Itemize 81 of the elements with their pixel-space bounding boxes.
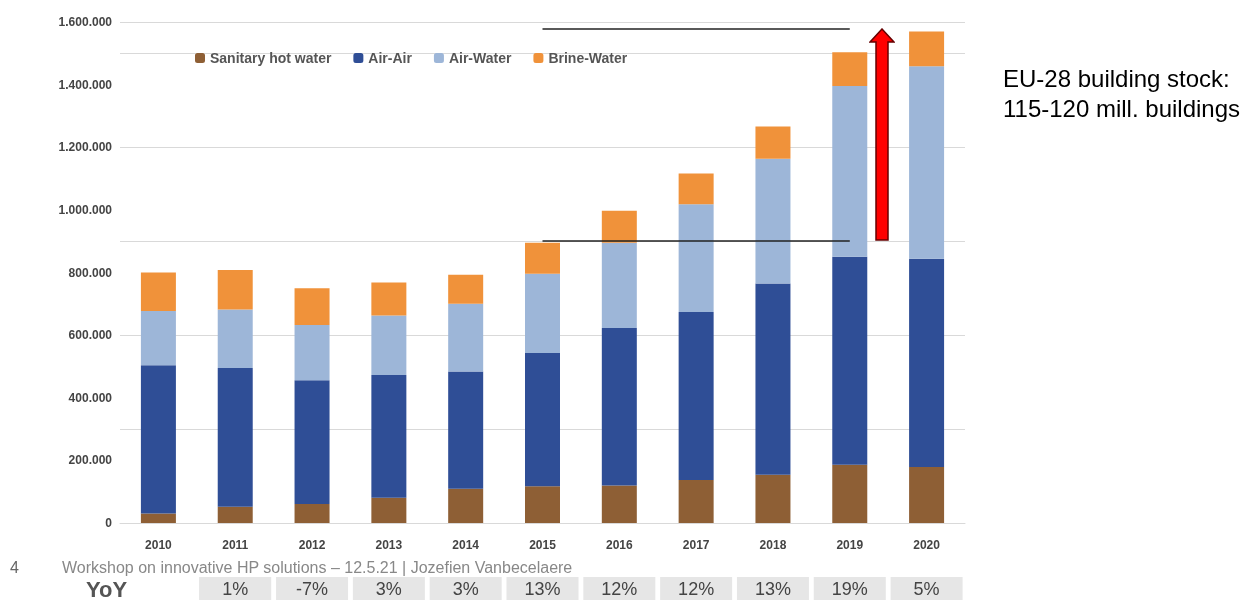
bar bbox=[448, 488, 484, 523]
bar bbox=[678, 204, 714, 312]
legend-label: Air-Air bbox=[368, 50, 413, 66]
text: 12% bbox=[678, 579, 715, 599]
bar bbox=[448, 274, 484, 304]
text: Workshop on innovative HP solutions – 12.5.21 | Jozefien Vanbecelaere bbox=[62, 558, 573, 576]
bar bbox=[525, 352, 560, 487]
bar bbox=[140, 272, 176, 312]
text: 4 bbox=[10, 558, 19, 576]
bar bbox=[678, 480, 714, 523]
bar bbox=[371, 497, 407, 523]
bar bbox=[909, 466, 945, 523]
legend-label: Air-Water bbox=[448, 50, 512, 66]
bar bbox=[755, 474, 791, 523]
bar bbox=[448, 303, 484, 372]
x-tick-label: 2015 bbox=[529, 538, 557, 552]
bar bbox=[140, 513, 176, 523]
bar bbox=[678, 173, 714, 205]
y-tick-label: 800.000 bbox=[68, 265, 113, 280]
x-tick-label: 2013 bbox=[375, 538, 403, 552]
text: YoY bbox=[86, 576, 128, 600]
bar bbox=[140, 365, 176, 514]
bar bbox=[755, 283, 791, 475]
bar bbox=[601, 242, 637, 328]
x-tick-label: 2019 bbox=[836, 538, 864, 552]
x-tick-label: 2014 bbox=[452, 538, 480, 552]
x-tick-label: 2010 bbox=[145, 538, 173, 552]
y-tick-label: 1.400.000 bbox=[58, 77, 113, 92]
text: 13% bbox=[524, 579, 561, 599]
bar bbox=[601, 210, 637, 243]
legend-label: Sanitary hot water bbox=[210, 50, 332, 66]
text: 1% bbox=[222, 579, 249, 599]
x-tick-label: 2012 bbox=[298, 538, 326, 552]
x-tick-label: 2016 bbox=[605, 538, 633, 552]
y-tick-label: 1.600.000 bbox=[58, 15, 113, 29]
y-tick-label: 1.200.000 bbox=[58, 140, 113, 155]
y-tick-label: 200.000 bbox=[68, 453, 113, 468]
text: 3% bbox=[452, 579, 479, 599]
bar bbox=[909, 258, 945, 467]
bar bbox=[755, 126, 791, 159]
bar bbox=[909, 31, 945, 67]
x-tick-label: 2018 bbox=[759, 538, 787, 552]
text: -7% bbox=[296, 579, 329, 599]
x-tick-label: 2017 bbox=[682, 538, 710, 552]
y-tick-label: 600.000 bbox=[68, 328, 113, 343]
text: 19% bbox=[831, 579, 868, 599]
bar bbox=[217, 506, 253, 523]
bar bbox=[832, 52, 868, 86]
bar bbox=[217, 270, 253, 310]
text: EU-28 building stock: 115-120 mill. buildings bbox=[1003, 64, 1242, 124]
bar bbox=[832, 256, 868, 465]
text: 13% bbox=[754, 579, 791, 599]
bar bbox=[601, 327, 637, 486]
y-tick-label: 400.000 bbox=[68, 390, 113, 405]
text: 12% bbox=[601, 579, 638, 599]
bar bbox=[294, 325, 330, 381]
bar bbox=[294, 380, 330, 504]
bar bbox=[601, 485, 637, 523]
legend-label: Brine-Water bbox=[548, 50, 628, 66]
bar bbox=[755, 158, 791, 284]
bar bbox=[525, 242, 560, 274]
bar bbox=[371, 315, 407, 375]
y-tick-label: 0 bbox=[105, 516, 113, 530]
bar bbox=[448, 371, 484, 489]
x-tick-label: 2011 bbox=[222, 538, 249, 552]
text: 3% bbox=[375, 579, 402, 599]
bar bbox=[371, 374, 407, 498]
bar bbox=[140, 311, 176, 366]
text: 5% bbox=[913, 579, 940, 599]
bar bbox=[525, 273, 560, 353]
bar bbox=[371, 282, 407, 316]
bar bbox=[294, 288, 330, 326]
bar bbox=[678, 311, 714, 481]
bar bbox=[217, 368, 253, 507]
bar bbox=[525, 486, 560, 523]
bar bbox=[217, 309, 253, 368]
bar bbox=[909, 66, 945, 259]
y-tick-label: 1.000.000 bbox=[58, 202, 113, 217]
bar bbox=[832, 464, 868, 523]
x-tick-label: 2020 bbox=[913, 538, 941, 552]
bar bbox=[294, 503, 330, 523]
